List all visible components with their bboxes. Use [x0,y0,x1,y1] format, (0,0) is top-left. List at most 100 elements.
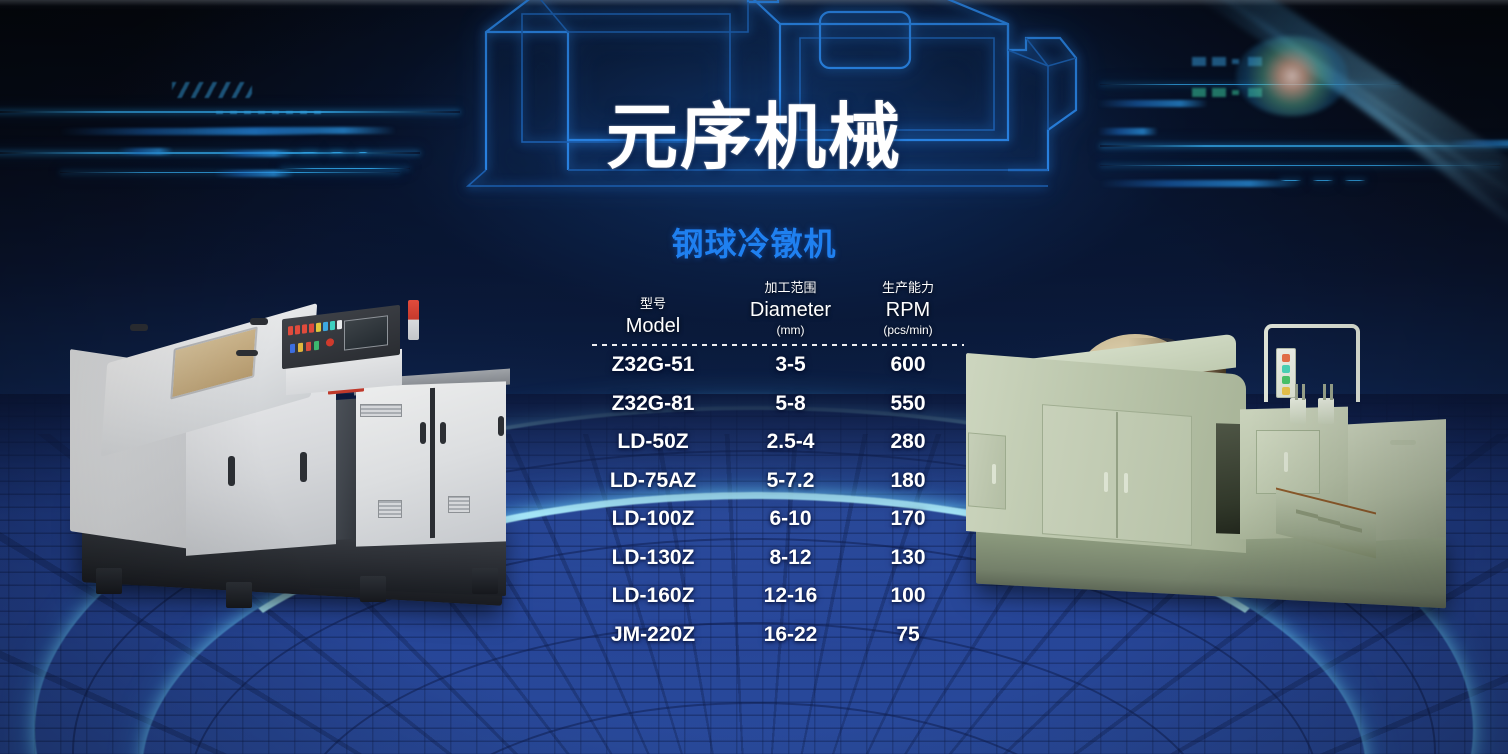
machine-right-gantry-frame [1264,324,1360,402]
tech-bar [1100,180,1300,187]
machine-right-tool-rod [1295,384,1298,400]
tech-bar [218,150,293,157]
cell-diameter: 5-8 [775,391,806,415]
cell-rpm: 280 [890,430,926,454]
table-header-model-en: Model [625,315,681,337]
tech-bar [214,170,294,177]
table-row: LD-130Z 8-12 130 [578,539,963,578]
machine-left-vent-grill [448,496,470,513]
tech-line [1344,180,1366,181]
machine-right-side-access-panel [968,432,1006,510]
top-edge-strip [0,0,1508,10]
cell-model: JM-220Z [610,622,696,646]
product-subtitle: 钢球冷镦机 [671,225,837,263]
tech-line [1100,145,1508,147]
machine-left-top-handle [250,318,268,325]
machine-left-control-screen [344,315,388,351]
table-header-rpm-unit: (pcs/min) [883,323,933,337]
cell-model: LD-160Z [611,584,695,608]
machine-left-door-handle [300,452,307,482]
cell-rpm: 75 [896,622,920,646]
machine-right-door-handle [1104,472,1108,492]
tech-block [1192,57,1206,66]
cell-diameter: 5-7.2 [766,468,815,492]
tech-bar [1450,140,1508,147]
machine-right-tool-holder [1290,398,1306,424]
machine-right-stack-light [1276,348,1296,398]
cell-model: LD-130Z [611,545,695,569]
cell-rpm: 170 [890,507,926,531]
machine-right-side-handle [992,464,996,484]
table-header-model: 型号 Model [578,296,728,338]
table-header-rpm-cn: 生产能力 [881,281,934,296]
table-row: LD-75AZ 5-7.2 180 [578,462,963,501]
machine-left-cabinet-door-seam [430,387,435,539]
table-header-model-cn: 型号 [639,297,666,312]
cell-model: Z32G-51 [611,353,695,377]
machine-right-panel-handle [1284,452,1288,472]
tech-bar [186,127,396,134]
cell-rpm: 180 [890,468,926,492]
machine-left-cabinet-handle [420,422,426,444]
machine-left-foot [96,568,122,594]
tech-bar [1098,100,1208,107]
specification-table: 型号 Model 加工范围 Diameter (mm) 生产能力 RPM (pc… [578,280,964,655]
table-header-rpm: 生产能力 RPM (pcs/min) [853,280,963,338]
cell-diameter: 8-12 [769,545,812,569]
machine-left-cnc-cold-header [60,300,530,640]
cell-diameter: 12-16 [763,584,818,608]
table-row: LD-50Z 2.5-4 280 [578,423,963,462]
machine-right-tail-handle [1390,440,1416,445]
machine-right-front-panel [1256,430,1320,494]
table-row: Z32G-51 3-5 600 [578,346,963,385]
cell-model: LD-75AZ [609,468,697,492]
machine-left-lid-handle [236,350,258,356]
machine-right-door-seam [1116,411,1118,539]
cell-rpm: 600 [890,353,926,377]
table-header-diameter: 加工范围 Diameter (mm) [728,280,853,338]
machine-right-tool-holder [1318,398,1334,424]
machine-left-nameplate [360,404,402,417]
table-header-diameter-unit: (mm) [776,323,805,337]
tech-line [1280,180,1302,181]
table-row: JM-220Z 16-22 75 [578,616,963,655]
machine-right-tool-rod [1302,384,1305,400]
wireframe-machine-outline [448,0,1148,210]
machine-left-foot [360,576,386,602]
table-row: LD-160Z 12-16 100 [578,577,963,616]
tech-bar [1098,128,1158,135]
cell-model: LD-50Z [617,430,689,454]
machine-right-door-handle [1124,473,1128,493]
machine-left-top-handle [130,324,148,331]
tech-bar [118,148,173,155]
machine-left-foot [226,582,252,608]
table-header-rpm-en: RPM [885,299,931,321]
lens-flare-glow [1236,36,1348,116]
tech-dash [216,111,324,114]
cell-diameter: 16-22 [763,622,818,646]
cell-rpm: 550 [890,391,926,415]
cell-rpm: 100 [890,584,926,608]
tech-block [1232,90,1239,95]
tech-line [1312,180,1334,181]
tech-line [280,168,410,169]
table-row: LD-100Z 6-10 170 [578,500,963,539]
tech-line [0,152,420,154]
tech-slash [172,82,252,98]
tech-block [1212,57,1226,66]
tech-block [1192,88,1206,97]
cell-diameter: 2.5-4 [766,430,815,454]
page-title: 元序机械 [605,95,902,179]
tech-block [1232,59,1239,64]
tech-line [330,152,344,153]
machine-left-vent-grill [378,500,402,518]
tech-line [358,152,368,153]
table-header-row: 型号 Model 加工范围 Diameter (mm) 生产能力 RPM (pc… [578,280,963,338]
table-divider [592,344,964,346]
tech-line [300,152,318,153]
cell-rpm: 130 [890,545,926,569]
machine-left-tower-light [408,300,419,340]
cell-diameter: 6-10 [769,507,812,531]
machine-right-tool-rod [1323,384,1326,400]
